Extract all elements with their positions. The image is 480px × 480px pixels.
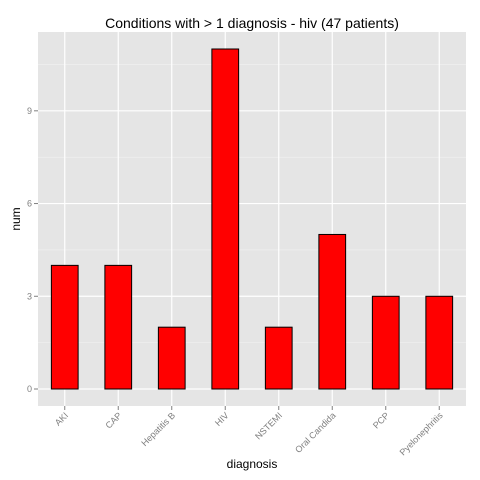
x-axis-title: diagnosis: [227, 457, 278, 471]
bar-oral-candida: [318, 233, 347, 390]
x-tick-label: Oral Candida: [293, 410, 338, 455]
x-tick-label: HIV: [213, 410, 231, 428]
chart-title: Conditions with > 1 diagnosis - hiv (47 …: [105, 15, 399, 31]
x-tick-label: Hepatitis B: [139, 410, 177, 448]
y-axis-title: num: [9, 207, 23, 230]
bar-hiv: [211, 48, 240, 390]
bars-group: [50, 48, 454, 390]
bar-pcp: [371, 295, 400, 390]
y-axis-ticks: 0 3 6 9: [27, 106, 38, 394]
x-tick-label: NSTEMI: [253, 410, 284, 441]
x-tick-label: AKI: [53, 410, 70, 427]
y-tick-label: 6: [27, 199, 32, 209]
bar-hepatitis-b: [157, 326, 186, 390]
plot-panel: [38, 32, 466, 406]
y-tick-label: 9: [27, 106, 32, 116]
bar-pyelonephritis: [425, 295, 454, 390]
x-tick-label: Pyelonephritis: [398, 410, 445, 457]
y-tick-label: 0: [27, 384, 32, 394]
bar-cap: [104, 264, 133, 390]
x-tick-label: PCP: [371, 410, 391, 430]
x-tick-label: CAP: [104, 410, 124, 430]
x-axis-ticks: AKI CAP Hepatitis B HIV NSTEMI Oral Candida PC…: [53, 406, 445, 457]
bar-aki: [50, 264, 79, 390]
y-tick-label: 3: [27, 291, 32, 301]
bar-nstemi: [264, 326, 293, 390]
